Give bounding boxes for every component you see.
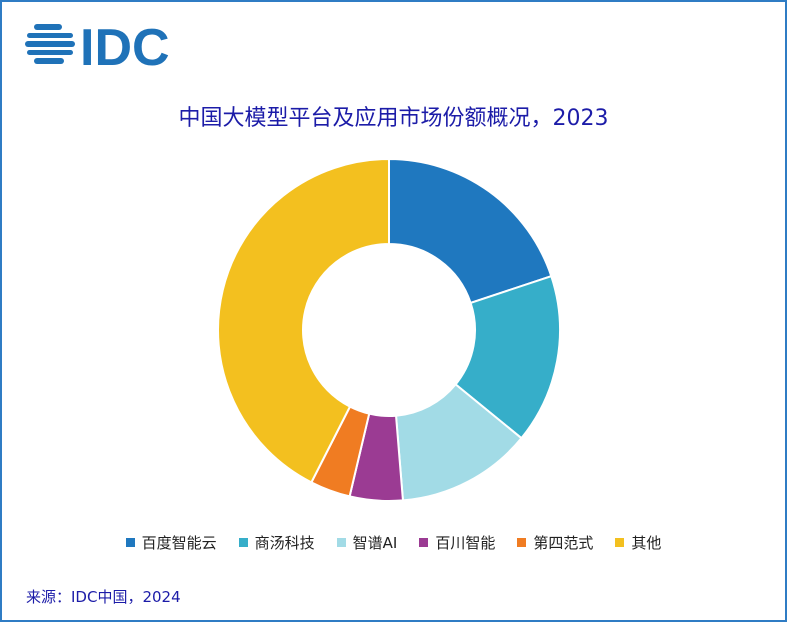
legend-label: 百度智能云 bbox=[141, 534, 217, 552]
chart-title: 中国大模型平台及应用市场份额概况，2023 bbox=[178, 106, 609, 131]
idc-logo: IDC bbox=[25, 20, 170, 72]
legend-item: 其他 bbox=[615, 532, 661, 553]
legend-label: 商汤科技 bbox=[254, 534, 315, 552]
legend-label: 百川智能 bbox=[435, 534, 496, 552]
legend-label: 其他 bbox=[631, 534, 662, 552]
legend-item: 商汤科技 bbox=[238, 532, 315, 553]
source-note: 来源：IDC中国，2024 bbox=[26, 588, 181, 606]
slice-0 bbox=[388, 157, 553, 305]
legend-label: 智谱AI bbox=[352, 534, 398, 552]
donut-chart bbox=[217, 157, 561, 502]
legend-swatch bbox=[125, 538, 135, 547]
legend-label: 第四范式 bbox=[533, 534, 594, 552]
legend-item: 第四范式 bbox=[517, 532, 593, 553]
legend-item: 百川智能 bbox=[419, 532, 495, 553]
legend-swatch bbox=[419, 538, 429, 547]
globe-icon bbox=[25, 24, 75, 64]
legend-swatch bbox=[336, 538, 346, 547]
legend-swatch bbox=[517, 538, 527, 547]
legend: 百度智能云 商汤科技 智谱AI 百川智能 第四范式 其他 bbox=[2, 532, 785, 553]
legend-item: 百度智能云 bbox=[125, 532, 217, 553]
slice-5 bbox=[217, 157, 390, 484]
legend-item: 智谱AI bbox=[336, 532, 398, 553]
logo-text: IDC bbox=[80, 20, 170, 72]
legend-swatch bbox=[238, 538, 248, 547]
legend-swatch bbox=[615, 538, 625, 547]
